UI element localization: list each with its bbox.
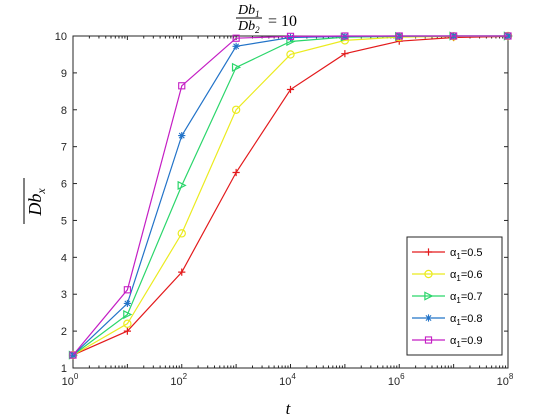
data-point-marker xyxy=(232,168,240,177)
title-numerator: Db1 xyxy=(237,3,260,19)
y-tick-label: 5 xyxy=(61,215,67,227)
data-point-marker xyxy=(286,33,295,42)
y-tick-label: 2 xyxy=(61,326,67,338)
data-point-marker xyxy=(69,351,77,359)
data-point-marker xyxy=(231,62,242,72)
title-rhs: = 10 xyxy=(268,13,297,30)
data-point-marker xyxy=(123,299,131,308)
legend-label: α1=0.8 xyxy=(450,313,483,327)
y-tick-label: 3 xyxy=(61,289,67,301)
data-point-marker xyxy=(232,42,240,50)
data-point-marker xyxy=(424,314,433,322)
svg-text:Dbx: Dbx xyxy=(25,188,48,217)
x-axis-label: t xyxy=(286,399,292,418)
title-denominator: Db2 xyxy=(237,19,260,35)
data-point-marker xyxy=(424,336,433,344)
y-axis-label: Dbx xyxy=(23,178,48,224)
x-tick-label: 108 xyxy=(497,372,514,388)
legend-item: α1=0.9 xyxy=(412,335,483,349)
data-point-marker xyxy=(424,291,434,301)
data-point-marker xyxy=(341,32,349,40)
chart-title: Db1 Db2 = 10 xyxy=(236,3,297,35)
y-tick-label: 9 xyxy=(61,68,67,80)
series-line xyxy=(72,35,508,356)
data-point-marker xyxy=(424,248,433,256)
legend-label: α1=0.6 xyxy=(450,269,483,283)
legend-label: α1=0.7 xyxy=(450,291,483,305)
data-point-marker xyxy=(123,309,133,320)
data-point-marker xyxy=(177,229,186,238)
x-tick-label: 102 xyxy=(170,372,187,388)
data-point-marker xyxy=(177,180,187,190)
x-tick-label: 106 xyxy=(388,372,405,388)
y-tick-label: 6 xyxy=(61,179,67,191)
legend-item: α1=0.7 xyxy=(412,291,483,305)
data-point-marker xyxy=(395,32,403,40)
y-tick-label: 7 xyxy=(61,142,67,154)
data-point-marker xyxy=(424,269,433,279)
data-point-marker xyxy=(123,319,132,328)
series-1 xyxy=(69,32,512,359)
legend-item: α1=0.8 xyxy=(412,313,483,327)
data-point-marker xyxy=(178,132,186,140)
x-tick-label: 104 xyxy=(279,372,296,388)
legend: α1=0.5 α1=0.6 α1=0.7 α1=0.8 α1=0.9 xyxy=(406,236,503,356)
y-tick-label: 10 xyxy=(55,31,67,43)
data-point-marker xyxy=(286,50,295,59)
y-tick-label: 4 xyxy=(61,252,67,264)
data-point-marker xyxy=(450,32,458,40)
data-point-marker xyxy=(341,50,349,58)
data-point-marker xyxy=(286,85,295,94)
legend-label: α1=0.5 xyxy=(450,247,483,261)
data-point-marker xyxy=(504,32,512,40)
legend-item: α1=0.5 xyxy=(412,247,483,261)
data-point-marker xyxy=(178,268,186,276)
legend-label: α1=0.9 xyxy=(450,335,483,349)
series-5 xyxy=(69,32,512,359)
data-point-marker xyxy=(178,82,186,90)
x-tick-label: 100 xyxy=(62,372,79,388)
legend-item: α1=0.6 xyxy=(412,269,483,283)
y-tick-label: 8 xyxy=(61,105,67,117)
data-point-marker xyxy=(123,286,131,294)
data-point-marker xyxy=(232,34,240,42)
data-point-marker xyxy=(231,105,241,114)
y-tick-label: 1 xyxy=(61,363,67,375)
data-point-marker xyxy=(286,32,295,40)
data-point-marker xyxy=(123,327,131,335)
